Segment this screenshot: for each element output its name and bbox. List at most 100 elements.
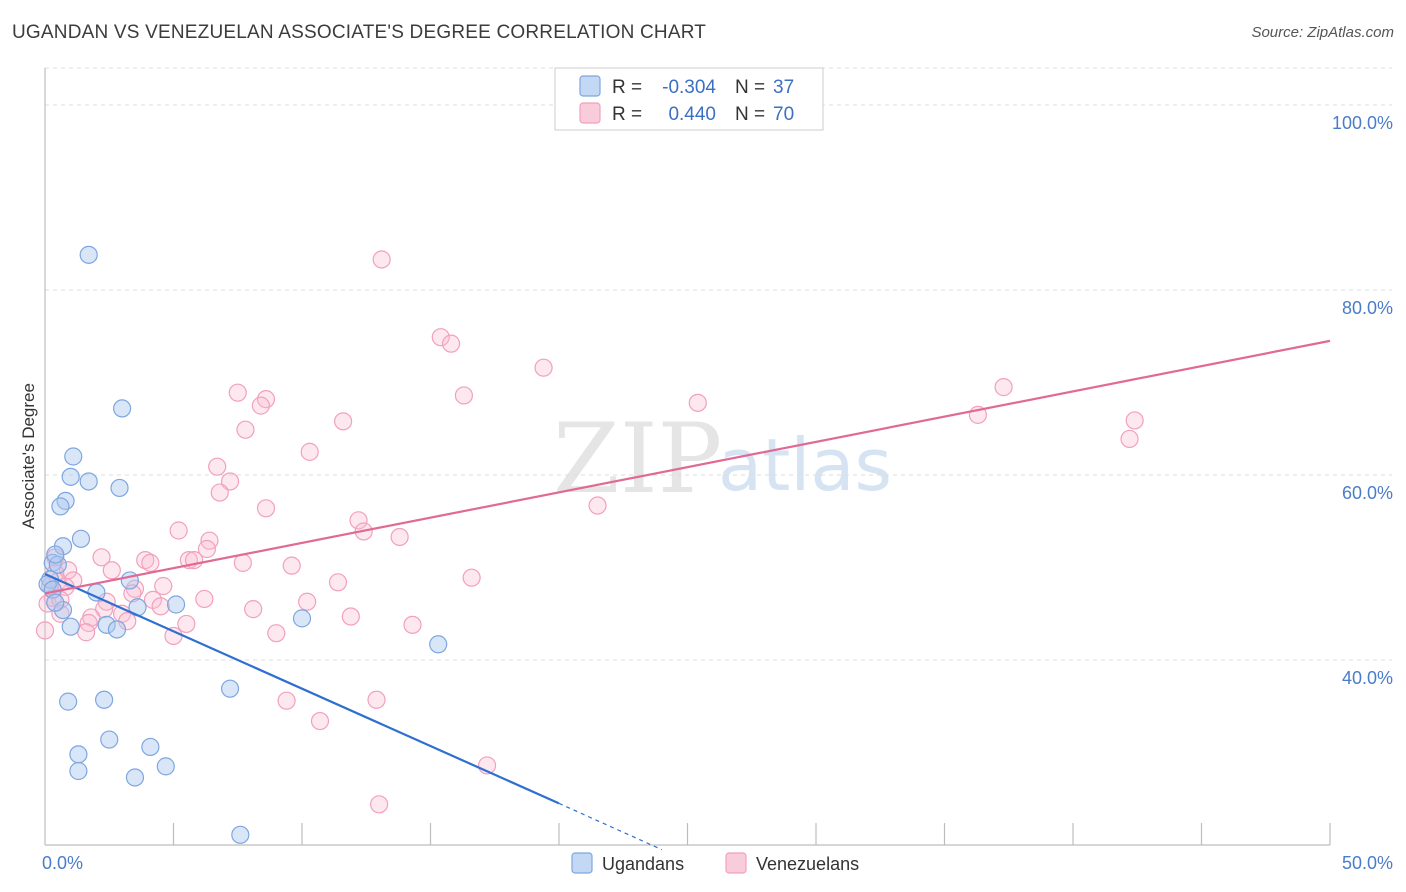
ugandan-point (141, 737, 160, 757)
ugandan-point (97, 615, 116, 634)
legend-r-value-venezuelans: 0.440 (668, 104, 716, 125)
watermark-atlas: atlas (718, 423, 892, 507)
venezuelan-point (136, 550, 155, 570)
legend-n-label-1: N = (735, 77, 765, 98)
venezuelan-point (403, 615, 422, 634)
ugandan-point (79, 472, 98, 491)
ugandan-point (64, 447, 83, 466)
venezuelan-point (370, 795, 389, 814)
venezuelan-point (35, 621, 55, 640)
legend-r-label-2: R = (612, 104, 642, 125)
venezuelan-point (267, 624, 286, 643)
ugandans-points (38, 245, 448, 844)
ugandan-point (220, 679, 240, 698)
ugandan-point (231, 825, 250, 844)
ugandans-trend-line (44, 572, 560, 805)
venezuelan-point (102, 561, 121, 580)
venezuelan-point (92, 548, 111, 567)
venezuelan-point (169, 521, 188, 540)
legend-r-value-ugandans: -0.304 (662, 77, 716, 98)
venezuelan-point (256, 499, 276, 518)
source-label: Source: ZipAtlas.com (1251, 24, 1394, 41)
ugandan-point (61, 467, 80, 486)
ugandan-point (71, 529, 91, 548)
venezuelan-point (588, 496, 607, 515)
venezuelan-point (195, 589, 214, 609)
venezuelan-point (349, 511, 368, 530)
y-tick-labels: 40.0% 60.0% 80.0% 100.0% (1332, 113, 1393, 688)
y-tick-label: 60.0% (1342, 483, 1393, 503)
venezuelans-points (35, 250, 1144, 814)
ugandan-point (59, 692, 78, 711)
trend-lines (44, 339, 1331, 851)
venezuelan-point (310, 711, 330, 731)
bottom-legend-ugandans: Ugandans (602, 854, 684, 874)
x-tick-label-max: 50.0% (1342, 853, 1393, 873)
venezuelan-point (390, 527, 409, 547)
venezuelan-point (177, 614, 196, 634)
venezuelan-point (151, 597, 170, 616)
ugandan-point (46, 593, 65, 612)
x-tick-label-min: 0.0% (42, 853, 83, 873)
ugandan-point (51, 497, 70, 516)
bottom-legend-swatch-venezuelans (725, 852, 747, 874)
venezuelan-point (298, 592, 317, 611)
venezuelan-point (328, 573, 348, 592)
bottom-legend-swatch-ugandans (571, 852, 593, 874)
venezuelan-point (244, 600, 263, 619)
ugandan-point (100, 730, 119, 749)
legend-n-value-ugandans: 37 (773, 77, 794, 98)
series-legend: Ugandans Venezuelans (571, 852, 859, 874)
bottom-legend-venezuelans: Venezuelans (756, 854, 859, 874)
venezuelan-point (233, 553, 252, 572)
venezuelan-point (994, 378, 1013, 397)
venezuelan-point (282, 556, 301, 575)
venezuelan-point (300, 442, 319, 461)
ugandans-trend-extension (558, 802, 663, 851)
ugandan-point (69, 745, 88, 764)
venezuelan-point (210, 483, 229, 502)
ugandan-point (166, 595, 186, 614)
x-ticks (172, 823, 1331, 845)
venezuelan-point (441, 334, 461, 353)
ugandan-point (292, 609, 312, 628)
legend-swatch-venezuelans (579, 102, 601, 124)
ugandan-point (429, 635, 448, 654)
venezuelan-point (236, 420, 255, 439)
watermark-zip: ZIP (553, 403, 722, 515)
ugandan-point (156, 757, 175, 776)
venezuelan-point (534, 358, 553, 377)
venezuelan-point (277, 691, 296, 710)
venezuelan-point (688, 393, 707, 412)
venezuelan-point (154, 576, 173, 596)
y-tick-label: 80.0% (1342, 298, 1393, 318)
venezuelan-point (372, 250, 391, 269)
ugandan-point (53, 600, 73, 620)
venezuelan-point (334, 412, 353, 431)
grid (45, 67, 1392, 661)
ugandan-point (95, 690, 114, 709)
venezuelan-point (431, 328, 450, 347)
venezuelans-trend-line (44, 339, 1331, 595)
venezuelan-point (341, 607, 360, 626)
ugandan-point (107, 620, 127, 639)
venezuelan-point (208, 457, 227, 476)
venezuelan-point (367, 690, 386, 709)
y-axis-label: Associate's Degree (19, 383, 38, 529)
ugandan-point (125, 768, 145, 787)
y-tick-label: 100.0% (1332, 113, 1393, 133)
venezuelan-point (77, 623, 96, 642)
ugandan-point (79, 245, 98, 264)
ugandan-point (69, 761, 88, 781)
ugandan-point (46, 545, 65, 564)
ugandan-point (112, 399, 132, 418)
venezuelan-point (1125, 411, 1144, 430)
venezuelan-point (251, 396, 270, 415)
legend-swatch-ugandans (579, 75, 601, 97)
chart-title: UGANDAN VS VENEZUELAN ASSOCIATE'S DEGREE… (12, 22, 707, 43)
venezuelan-point (462, 568, 481, 587)
legend-n-label-2: N = (735, 104, 765, 125)
venezuelan-point (141, 553, 160, 572)
venezuelan-point (1120, 429, 1139, 449)
